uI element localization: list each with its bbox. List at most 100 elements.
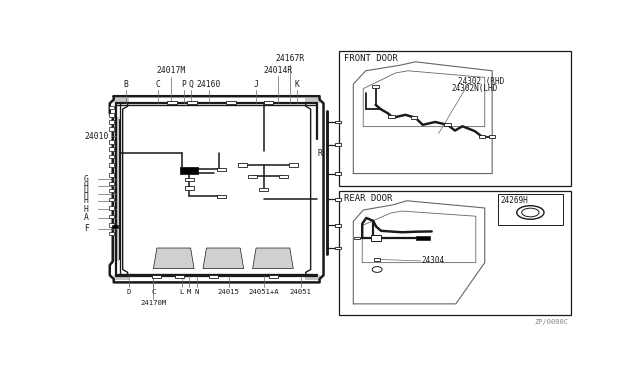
Bar	[114, 275, 129, 280]
Text: A: A	[84, 214, 89, 222]
Text: B: B	[123, 80, 128, 89]
Bar	[109, 189, 114, 192]
Bar	[279, 175, 288, 178]
Bar	[109, 155, 114, 158]
Bar	[289, 163, 298, 167]
Text: P: P	[182, 80, 187, 89]
Polygon shape	[203, 248, 244, 269]
Bar	[109, 198, 114, 201]
Bar	[416, 236, 429, 240]
Bar	[335, 144, 341, 146]
Bar	[167, 101, 177, 104]
Bar	[248, 175, 257, 178]
Bar	[339, 51, 571, 186]
Bar	[335, 172, 341, 175]
Bar	[339, 191, 571, 315]
Bar	[371, 235, 381, 241]
Bar	[444, 123, 451, 126]
Bar	[112, 225, 118, 228]
Text: C: C	[156, 80, 161, 89]
Text: 24051+A: 24051+A	[248, 289, 279, 295]
Bar	[388, 115, 395, 118]
Text: FRONT DOOR: FRONT DOOR	[344, 54, 398, 63]
Bar	[264, 101, 273, 104]
Text: H: H	[84, 182, 89, 191]
Text: 24015: 24015	[218, 289, 240, 295]
Ellipse shape	[522, 208, 539, 217]
Text: 24302N(LHD: 24302N(LHD	[451, 84, 497, 93]
Text: 24167R: 24167R	[275, 54, 305, 63]
Bar	[180, 167, 198, 174]
Text: 24010: 24010	[84, 132, 108, 141]
Bar	[109, 173, 114, 177]
Bar	[335, 247, 341, 250]
Bar	[374, 258, 380, 261]
Bar	[305, 275, 319, 280]
Bar	[269, 275, 278, 278]
Bar	[109, 215, 114, 218]
Text: F: F	[84, 224, 89, 233]
Text: R: R	[317, 149, 322, 158]
Bar	[209, 275, 218, 278]
Polygon shape	[253, 248, 293, 269]
Bar	[109, 106, 114, 109]
Text: 24051: 24051	[290, 289, 312, 295]
Bar	[187, 101, 196, 104]
Bar	[109, 223, 114, 227]
Bar	[411, 116, 417, 119]
Bar	[335, 121, 341, 124]
Bar	[217, 167, 226, 171]
Bar	[335, 224, 341, 227]
Text: M: M	[187, 289, 191, 295]
Text: J: J	[253, 80, 259, 89]
Bar	[152, 275, 161, 278]
Bar	[109, 182, 114, 185]
Text: 24302 (RHD: 24302 (RHD	[458, 77, 505, 86]
Bar	[109, 206, 114, 210]
Text: REAR DOOR: REAR DOOR	[344, 194, 393, 203]
Text: ZP/0000C: ZP/0000C	[534, 319, 568, 326]
Bar	[217, 195, 226, 198]
Circle shape	[372, 267, 382, 272]
Text: 24014R: 24014R	[264, 66, 293, 75]
Text: 24269H: 24269H	[500, 196, 529, 205]
Text: D: D	[127, 289, 131, 295]
Bar	[498, 193, 563, 225]
Text: N: N	[195, 289, 199, 295]
Text: Q: Q	[189, 80, 193, 89]
Bar	[305, 98, 319, 103]
Text: K: K	[294, 80, 299, 89]
Bar	[259, 187, 268, 191]
Bar	[109, 120, 114, 124]
Bar	[109, 147, 114, 151]
Bar	[335, 198, 341, 201]
Bar	[238, 163, 247, 167]
Bar	[114, 98, 129, 103]
Bar	[372, 85, 380, 87]
Text: 24160: 24160	[196, 80, 221, 89]
Bar	[109, 232, 114, 235]
Bar	[109, 113, 114, 116]
Text: H: H	[84, 196, 89, 205]
Bar	[175, 275, 184, 278]
Bar	[185, 177, 193, 181]
Ellipse shape	[516, 206, 544, 219]
Text: H: H	[84, 205, 89, 214]
Text: L: L	[179, 289, 184, 295]
Bar	[185, 186, 193, 190]
Bar	[114, 117, 118, 262]
Bar	[489, 135, 495, 138]
Text: H: H	[84, 189, 89, 198]
Text: 24017M: 24017M	[156, 66, 186, 75]
Polygon shape	[154, 248, 194, 269]
Bar	[109, 140, 114, 144]
Text: 24304: 24304	[422, 256, 445, 265]
Text: G: G	[84, 175, 89, 184]
Text: 24170M: 24170M	[140, 300, 166, 306]
Bar	[109, 163, 114, 167]
Text: C: C	[151, 289, 156, 295]
Bar	[479, 135, 486, 138]
Bar	[227, 101, 236, 104]
Bar	[109, 128, 114, 131]
Bar	[355, 237, 360, 240]
